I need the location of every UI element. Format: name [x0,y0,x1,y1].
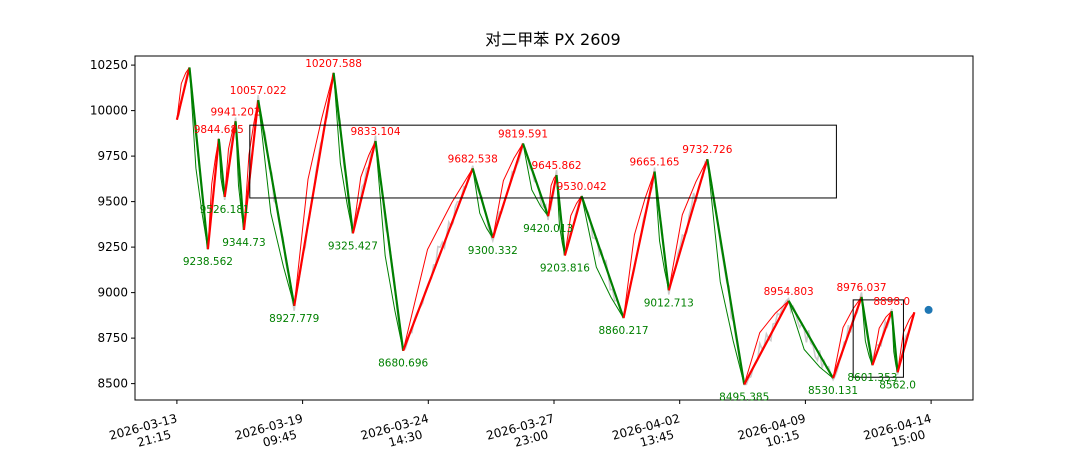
zigzag-down-segment [555,174,566,256]
sub-wave-line [623,171,656,319]
zigzag-up-segment [491,143,525,239]
pivot-high-label: 10057.022 [230,85,287,97]
zigzag-down-segment [706,159,746,385]
zigzag-down-segment [787,300,835,379]
zigzag-up-segment [293,72,335,306]
zigzag-down-segment [471,168,494,239]
zigzag-up-segment [242,100,260,230]
zigzag-down-segment [234,121,246,230]
sub-wave-line [257,100,295,306]
pivot-high-label: 9819.591 [498,128,548,140]
zigzag-down-segment [580,195,625,319]
zigzag-up-segment [667,158,709,291]
y-tick-label: 10250 [90,58,128,72]
pivot-low-label: 9203.816 [540,263,590,275]
pivot-high-label: 9682.538 [448,153,498,165]
sub-wave-line [897,311,915,373]
zigzag-up-segment [351,140,377,234]
zigzag-up-segment [832,296,863,379]
pivot-high-label: 9732.726 [682,144,732,156]
y-tick-label: 8500 [97,377,128,391]
pivot-low-label: 8562.0 [879,379,916,391]
sub-wave-line [402,168,474,351]
zigzag-up-segment [896,311,916,373]
pivot-high-label: 8898.0 [873,296,910,308]
pivot-high-label: 8976.037 [836,282,886,294]
sub-wave-line [564,195,583,256]
zone-box [249,124,837,199]
pivot-high-label: 9645.862 [531,160,581,172]
zigzag-up-segment [223,121,237,198]
sub-wave-line [333,72,354,234]
pivot-high-label: 9530.042 [557,181,607,193]
zone-box [852,299,904,378]
zigzag-down-segment [521,143,550,217]
pivot-low-label: 9526.181 [200,204,250,216]
pivot-low-label: 9238.562 [183,256,233,268]
zigzag-down-segment [374,140,405,351]
sub-wave-line [352,140,376,234]
pivot-high-label: 9833.104 [350,126,400,138]
pivot-high-label: 10207.588 [305,58,362,70]
sub-wave-line [832,296,862,379]
zigzag-up-segment [175,67,191,120]
sub-wave-line [706,159,745,385]
zigzag-up-segment [871,310,893,366]
sub-wave-line [293,72,335,306]
zigzag-up-segment [402,167,474,352]
zigzag-down-segment [332,72,354,234]
pivot-low-label: 9420.013 [523,223,573,235]
zigzag-down-segment [653,171,670,291]
sub-wave-line [176,67,190,120]
zigzag-down-segment [188,67,210,250]
y-tick-label: 8750 [97,331,128,345]
zigzag-up-segment [743,300,790,385]
y-tick-label: 9750 [97,149,128,163]
pivot-low-label: 9344.73 [222,237,265,249]
pivot-low-label: 8601.353 [847,372,897,384]
pivot-low-label: 8495.385 [719,391,769,403]
pivot-low-label: 8927.779 [269,313,319,325]
zigzag-down-segment [257,100,296,306]
zigzag-down-segment [890,311,899,373]
zigzag-up-segment [563,195,583,256]
sub-wave-line [492,143,524,239]
pivot-high-label: 8954.803 [764,286,814,298]
pivot-low-label: 8530.131 [808,385,858,397]
zigzag-down-segment [860,296,874,366]
sub-wave-line [871,310,893,366]
pivot-high-label: 9941.202 [211,106,261,118]
y-tick-label: 9500 [97,195,128,209]
sub-wave-line [788,300,834,379]
zigzag-up-segment [547,174,558,217]
zigzag-up-segment [622,171,656,319]
pivot-high-label: 9844.685 [194,124,244,136]
y-tick-label: 9000 [97,286,128,300]
sub-wave-line [581,196,624,319]
pivot-low-label: 8680.696 [378,358,428,370]
zigzag-up-segment [206,138,220,250]
pivot-low-label: 9012.713 [644,297,694,309]
y-tick-label: 9250 [97,240,128,254]
zigzag-down-segment [217,138,226,197]
last-price-point [924,305,933,314]
pivot-low-label: 9300.332 [468,245,518,257]
y-tick-label: 10000 [90,104,128,118]
chart-title: 对二甲苯 PX 2609 [485,30,621,49]
pivot-high-label: 9665.165 [630,157,680,169]
sub-wave-line [743,300,789,385]
pivot-low-label: 9325.427 [328,240,378,252]
sub-wave-line [472,168,494,239]
pivot-low-label: 8860.217 [598,325,648,337]
